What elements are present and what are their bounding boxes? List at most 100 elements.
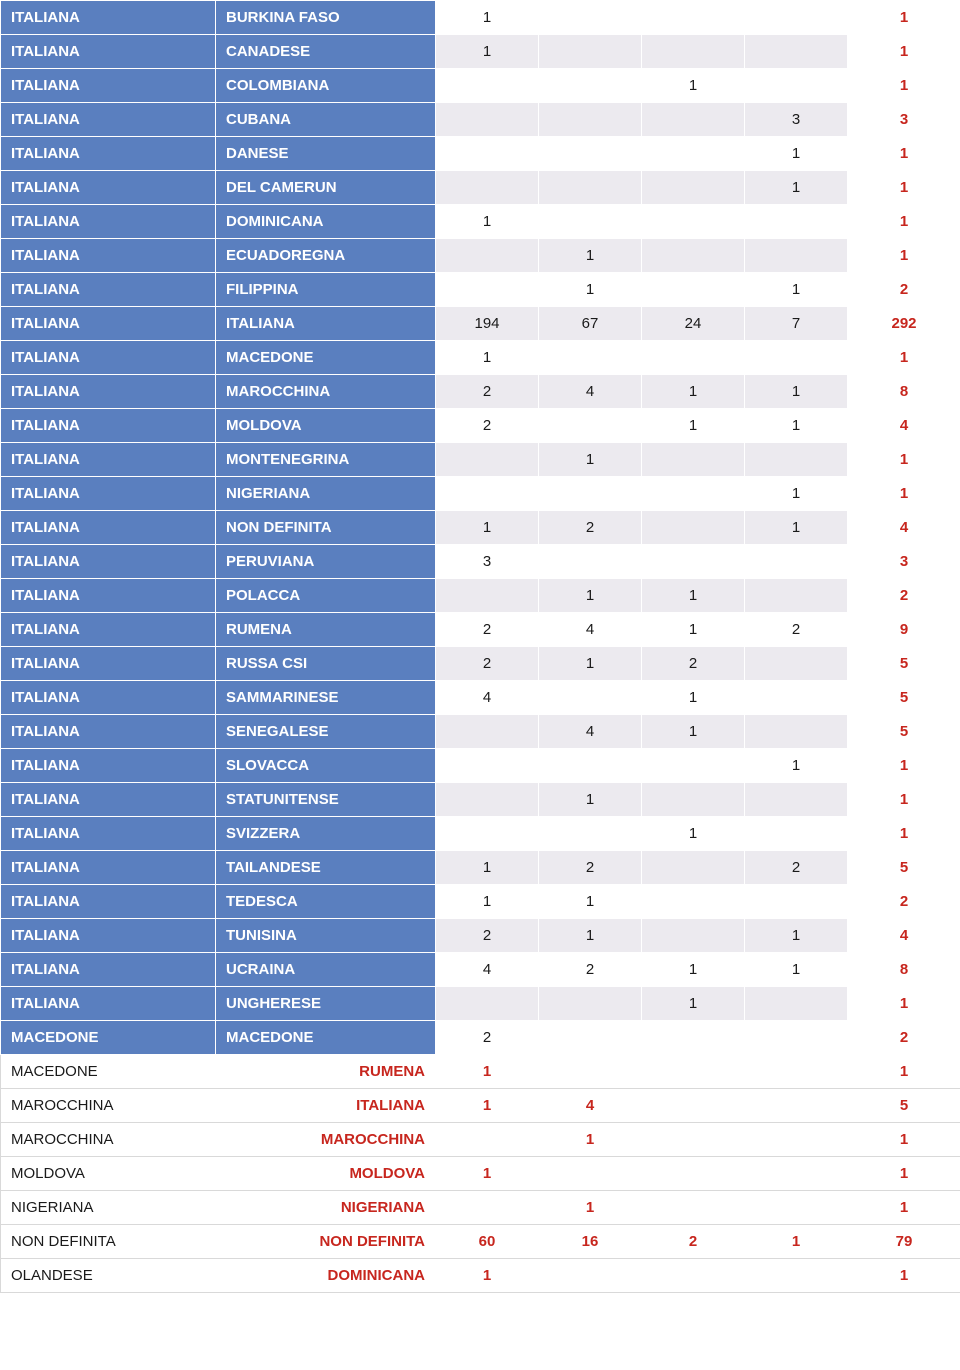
cell-value: 1 [745,749,848,783]
row-total: 1 [848,817,960,851]
row-header-0: ITALIANA [1,307,216,341]
row-header-1: STATUNITENSE [216,783,436,817]
cell-value [642,919,745,953]
row-header-0: ITALIANA [1,443,216,477]
cell-value: 2 [745,613,848,647]
cell-value [436,239,539,273]
table-row: ITALIANADOMINICANA11 [1,205,960,239]
row-header-1: COLOMBIANA [216,69,436,103]
cell-value [642,1191,745,1225]
row-header-1: RUMENA [216,613,436,647]
row-header-0: MOLDOVA [1,1157,216,1191]
table-row: ITALIANAMACEDONE11 [1,341,960,375]
cell-value [642,885,745,919]
cell-value [539,137,642,171]
row-total: 9 [848,613,960,647]
cell-value: 1 [539,273,642,307]
cell-value: 2 [745,851,848,885]
cell-value: 2 [642,647,745,681]
cell-value [745,647,848,681]
row-total: 5 [848,851,960,885]
table-row: ITALIANASTATUNITENSE11 [1,783,960,817]
row-header-0: ITALIANA [1,749,216,783]
cell-value [745,239,848,273]
cell-value [745,817,848,851]
cell-value [539,35,642,69]
table-row: ITALIANACANADESE11 [1,35,960,69]
cell-value: 2 [539,511,642,545]
row-header-0: ITALIANA [1,987,216,1021]
cell-value [539,749,642,783]
row-header-1: MOLDOVA [216,1157,436,1191]
cell-value [539,69,642,103]
cell-value: 2 [642,1225,745,1259]
row-header-1: POLACCA [216,579,436,613]
row-total: 2 [848,1021,960,1055]
cell-value [642,1021,745,1055]
row-total: 5 [848,1089,960,1123]
row-header-1: NON DEFINITA [216,1225,436,1259]
cell-value [745,1055,848,1089]
cell-value: 24 [642,307,745,341]
row-header-1: RUSSA CSI [216,647,436,681]
table-row: MAROCCHINAITALIANA145 [1,1089,960,1123]
cell-value: 2 [436,1021,539,1055]
cell-value: 1 [745,919,848,953]
cell-value: 1 [642,579,745,613]
row-header-0: ITALIANA [1,103,216,137]
row-header-0: ITALIANA [1,409,216,443]
row-header-0: ITALIANA [1,239,216,273]
cell-value: 4 [539,613,642,647]
row-total: 1 [848,171,960,205]
row-header-1: MAROCCHINA [216,375,436,409]
cell-value [642,1089,745,1123]
row-header-0: ITALIANA [1,375,216,409]
row-header-0: ITALIANA [1,953,216,987]
row-header-1: MONTENEGRINA [216,443,436,477]
row-header-0: ITALIANA [1,579,216,613]
cell-value [745,1259,848,1293]
cell-value [539,103,642,137]
cell-value [745,69,848,103]
row-header-0: ITALIANA [1,171,216,205]
cell-value [436,273,539,307]
table-row: ITALIANAFILIPPINA112 [1,273,960,307]
table-row: ITALIANATEDESCA112 [1,885,960,919]
table-row: ITALIANARUSSA CSI2125 [1,647,960,681]
cell-value [642,1123,745,1157]
table-row: ITALIANAITALIANA19467247292 [1,307,960,341]
row-total: 3 [848,545,960,579]
row-header-1: NON DEFINITA [216,511,436,545]
row-header-1: NIGERIANA [216,477,436,511]
cell-value: 60 [436,1225,539,1259]
row-total: 2 [848,273,960,307]
cell-value [745,579,848,613]
cell-value: 4 [436,681,539,715]
cell-value: 1 [642,715,745,749]
table-row: ITALIANASLOVACCA11 [1,749,960,783]
cell-value [745,1123,848,1157]
row-header-1: UCRAINA [216,953,436,987]
cell-value [539,1055,642,1089]
table-row: MACEDONERUMENA11 [1,1055,960,1089]
row-header-1: BURKINA FASO [216,1,436,35]
row-total: 5 [848,681,960,715]
cell-value: 1 [436,35,539,69]
cell-value [745,715,848,749]
row-total: 1 [848,443,960,477]
table-row: NIGERIANANIGERIANA11 [1,1191,960,1225]
row-total: 1 [848,341,960,375]
cell-value [436,443,539,477]
cell-value: 1 [642,817,745,851]
row-total: 4 [848,919,960,953]
table-row: MOLDOVAMOLDOVA11 [1,1157,960,1191]
table-row: MACEDONEMACEDONE22 [1,1021,960,1055]
row-header-0: NIGERIANA [1,1191,216,1225]
table-row: ITALIANACUBANA33 [1,103,960,137]
cell-value [539,1259,642,1293]
cell-value: 1 [745,477,848,511]
cell-value: 1 [642,409,745,443]
cell-value [745,1021,848,1055]
cell-value: 1 [436,1,539,35]
cell-value: 1 [539,579,642,613]
